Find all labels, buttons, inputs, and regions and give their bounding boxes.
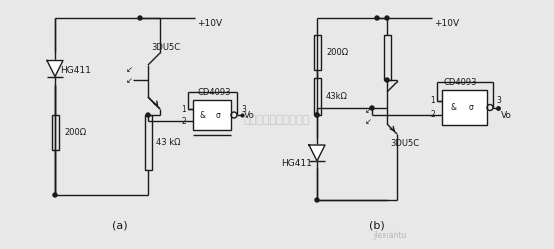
Text: 43kΩ: 43kΩ (326, 92, 348, 101)
Text: HG411: HG411 (60, 66, 91, 75)
Text: (a): (a) (112, 220, 128, 230)
Bar (442, 90, 487, 125)
Bar (145, 115, 151, 170)
Polygon shape (47, 61, 63, 76)
Circle shape (53, 193, 57, 197)
Bar (193, 100, 231, 130)
Circle shape (315, 113, 319, 117)
Text: 1: 1 (181, 105, 186, 114)
Text: σ: σ (469, 103, 474, 112)
Circle shape (315, 198, 319, 202)
Text: σ: σ (216, 111, 220, 120)
Polygon shape (309, 145, 325, 161)
Text: Vo: Vo (501, 111, 512, 120)
Bar (52, 115, 59, 150)
Text: 3: 3 (496, 96, 501, 105)
Text: +10V: +10V (434, 19, 459, 28)
Text: (b): (b) (369, 220, 385, 230)
Circle shape (385, 78, 389, 82)
Text: 3: 3 (241, 105, 246, 114)
Circle shape (146, 113, 150, 117)
Text: 3DU5C: 3DU5C (390, 139, 419, 148)
Text: 2: 2 (430, 110, 435, 119)
Text: +10V: +10V (197, 19, 222, 28)
Text: 1: 1 (430, 96, 435, 105)
Text: ↙
↙: ↙ ↙ (365, 106, 372, 126)
Text: 杭州合智科技有限公司: 杭州合智科技有限公司 (244, 115, 310, 125)
Text: Vo: Vo (244, 111, 255, 120)
Circle shape (315, 113, 319, 117)
Text: 3DU5C: 3DU5C (151, 43, 180, 52)
Text: 2: 2 (181, 117, 186, 125)
Text: &: & (199, 111, 206, 120)
Text: &: & (450, 103, 456, 112)
Circle shape (138, 16, 142, 20)
Text: CD4093: CD4093 (444, 78, 478, 87)
Text: 200Ω: 200Ω (326, 48, 348, 57)
Text: HG411: HG411 (281, 159, 312, 168)
Bar (314, 35, 321, 70)
Bar (314, 78, 321, 115)
Text: jlexiantu: jlexiantu (373, 231, 407, 240)
Circle shape (385, 16, 389, 20)
Circle shape (375, 16, 379, 20)
Text: CD4093: CD4093 (198, 88, 232, 97)
Text: 200Ω: 200Ω (64, 128, 86, 137)
Text: ↙
↙: ↙ ↙ (126, 65, 133, 85)
Bar (383, 35, 391, 80)
Text: 43 kΩ: 43 kΩ (156, 138, 181, 147)
Circle shape (370, 106, 374, 110)
